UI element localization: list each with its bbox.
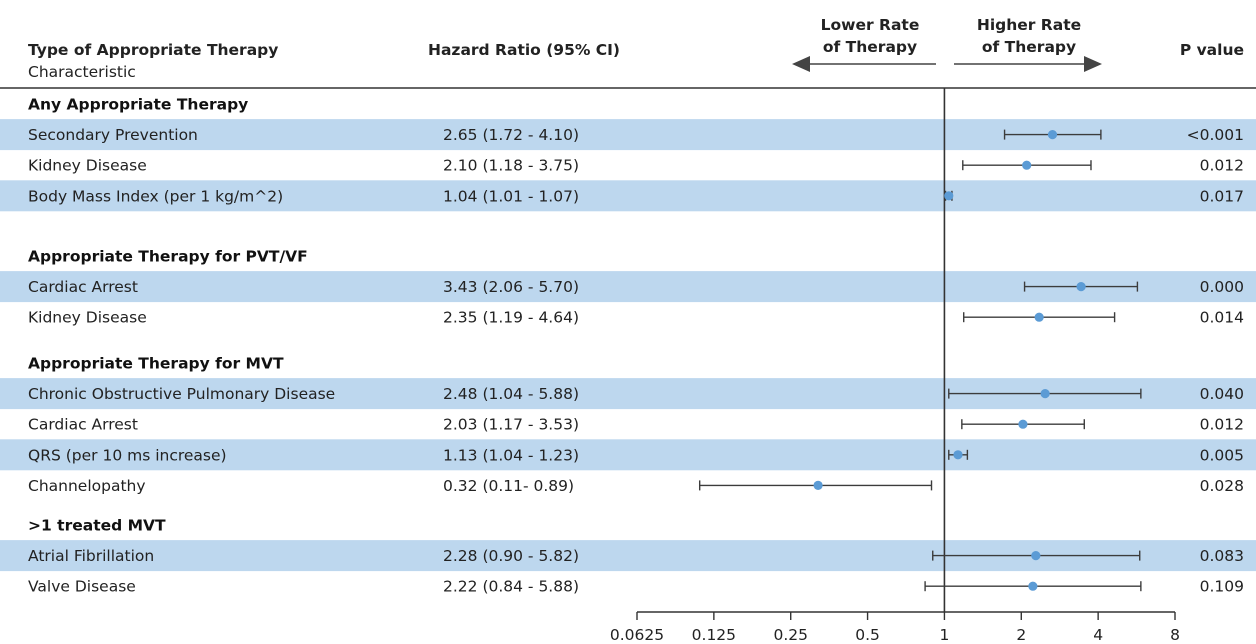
characteristic-label: Channelopathy: [28, 477, 146, 495]
point-estimate: [1018, 419, 1028, 429]
group-label: Appropriate Therapy for MVT: [28, 355, 284, 373]
group-label: Appropriate Therapy for PVT/VF: [28, 248, 308, 266]
p-value: 0.005: [1200, 446, 1244, 464]
characteristic-label: Cardiac Arrest: [28, 278, 138, 296]
x-tick-label: 0.5: [855, 626, 880, 644]
point-estimate: [813, 480, 823, 490]
header: Type of Appropriate Therapy Characterist…: [0, 16, 1256, 89]
group-label: Any Appropriate Therapy: [28, 96, 248, 114]
p-value: <0.001: [1187, 126, 1244, 144]
header-lower-rate-line2: of Therapy: [823, 38, 917, 56]
x-tick-label: 1: [939, 626, 949, 644]
x-tick-label: 0.25: [773, 626, 808, 644]
point-estimate: [944, 191, 954, 201]
point-estimate: [1034, 312, 1044, 322]
hazard-ratio-ci: 2.35 (1.19 - 4.64): [443, 309, 579, 327]
point-estimate: [953, 450, 963, 460]
p-value: 0.040: [1200, 385, 1244, 403]
characteristic-label: Atrial Fibrillation: [28, 547, 154, 565]
p-value: 0.028: [1200, 477, 1244, 495]
p-value: 0.012: [1200, 416, 1244, 434]
x-tick-label: 2: [1016, 626, 1026, 644]
hazard-ratio-ci: 3.43 (2.06 - 5.70): [443, 278, 579, 296]
characteristic-label: Valve Disease: [28, 578, 136, 596]
x-axis: 0.0625 0.125 0.25 0.5 1 2 4 8: [610, 611, 1180, 644]
row-labels: Any Appropriate Therapy Secondary Prevent…: [28, 96, 1244, 596]
characteristic-label: Secondary Prevention: [28, 126, 198, 144]
header-higher-rate-line2: of Therapy: [982, 38, 1076, 56]
p-value: 0.109: [1200, 578, 1244, 596]
p-value: 0.012: [1200, 157, 1244, 175]
hazard-ratio-ci: 2.28 (0.90 - 5.82): [443, 547, 579, 565]
hazard-ratio-ci: 1.13 (1.04 - 1.23): [443, 446, 579, 464]
hazard-ratio-ci: 2.65 (1.72 - 4.10): [443, 126, 579, 144]
arrow-right-icon: [954, 56, 1102, 72]
header-higher-rate-line1: Higher Rate: [977, 16, 1081, 34]
point-estimate: [1047, 130, 1058, 140]
x-tick-label: 0.125: [692, 626, 736, 644]
group-label: >1 treated MVT: [28, 517, 166, 535]
p-value: 0.014: [1200, 309, 1244, 327]
x-tick-label: 0.0625: [610, 626, 664, 644]
arrow-left-icon: [792, 56, 936, 72]
estimate-marks: [698, 129, 1142, 592]
hazard-ratio-ci: 1.04 (1.01 - 1.07): [443, 187, 579, 205]
characteristic-label: Cardiac Arrest: [28, 416, 138, 434]
header-characteristic-title: Type of Appropriate Therapy: [28, 41, 278, 59]
header-lower-rate-line1: Lower Rate: [821, 16, 920, 34]
row-bands: [0, 119, 1256, 572]
characteristic-label: Chronic Obstructive Pulmonary Disease: [28, 385, 335, 403]
header-characteristic-subtitle: Characteristic: [28, 63, 136, 81]
p-value: 0.017: [1200, 187, 1244, 205]
point-estimate: [1076, 282, 1086, 292]
row-band: [0, 439, 1256, 471]
point-estimate: [1022, 160, 1032, 170]
point-estimate: [1031, 551, 1041, 561]
x-tick-label: 4: [1093, 626, 1103, 644]
p-value: 0.000: [1200, 278, 1244, 296]
characteristic-label: Kidney Disease: [28, 309, 147, 327]
p-value: 0.083: [1200, 547, 1244, 565]
hazard-ratio-ci: 2.22 (0.84 - 5.88): [443, 578, 579, 596]
header-p-value-title: P value: [1180, 41, 1244, 59]
point-estimate: [1028, 581, 1038, 591]
characteristic-label: Kidney Disease: [28, 157, 147, 175]
point-estimate: [1040, 389, 1050, 399]
hazard-ratio-ci: 2.10 (1.18 - 3.75): [443, 157, 579, 175]
row-band: [0, 180, 1256, 212]
hazard-ratio-ci: 0.32 (0.11- 0.89): [443, 477, 574, 495]
x-tick-label: 8: [1170, 626, 1180, 644]
hazard-ratio-ci: 2.48 (1.04 - 5.88): [443, 385, 579, 403]
header-hazard-ratio-title: Hazard Ratio (95% CI): [428, 41, 620, 59]
hazard-ratio-ci: 2.03 (1.17 - 3.53): [443, 416, 579, 434]
characteristic-label: Body Mass Index (per 1 kg/m^2): [28, 187, 283, 205]
characteristic-label: QRS (per 10 ms increase): [28, 446, 227, 464]
